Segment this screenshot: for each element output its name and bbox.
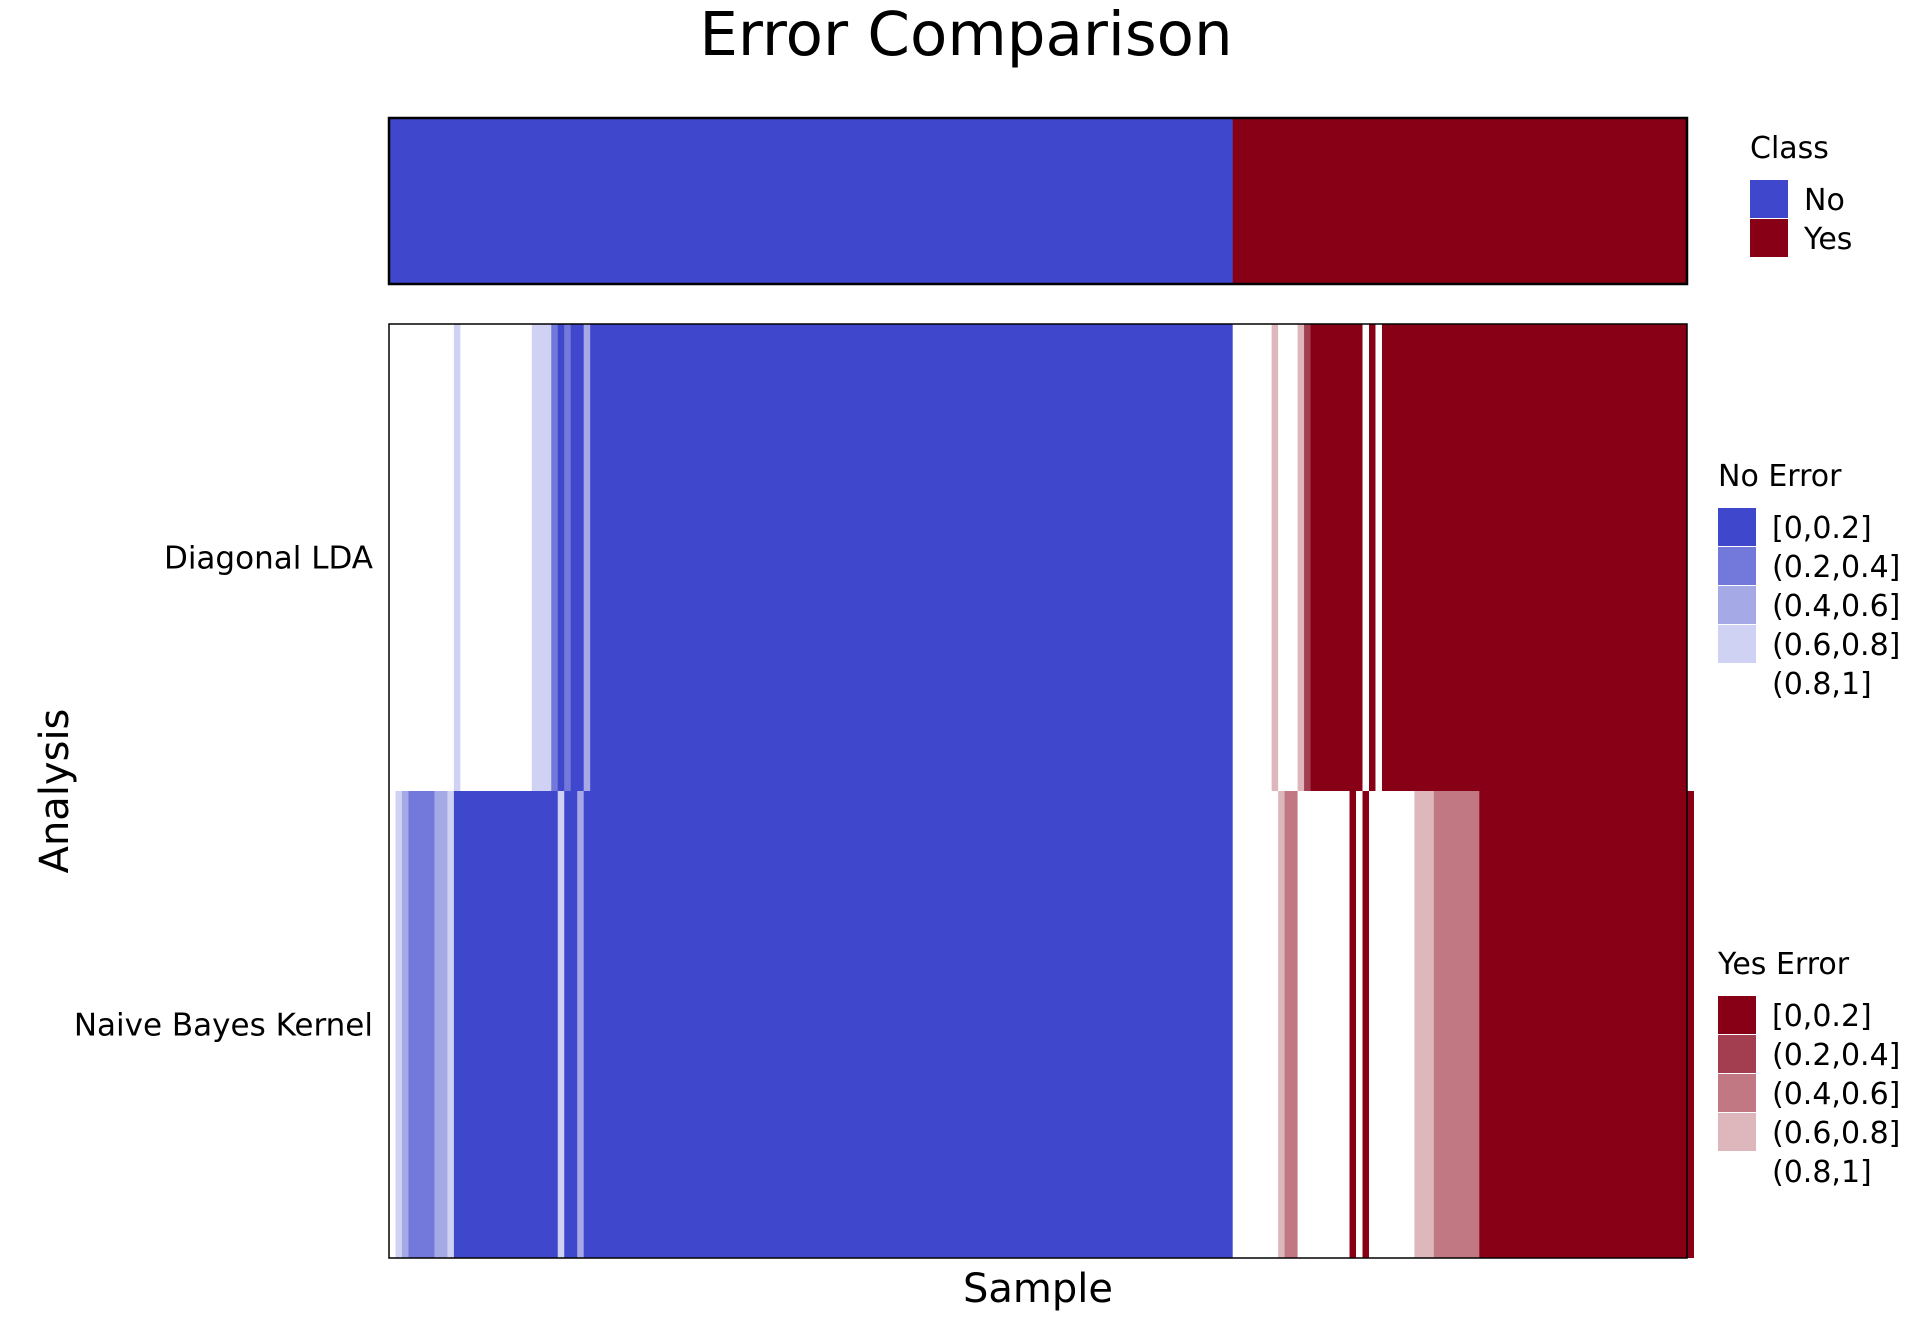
cell-naive-bayes-kernel-0 [389, 791, 396, 1258]
legend-swatch [1718, 1074, 1756, 1112]
legend-label: (0.6,0.8] [1772, 628, 1900, 663]
class-segment-no [389, 118, 1234, 284]
cell-naive-bayes-kernel-20 [1433, 791, 1480, 1258]
cell-naive-bayes-kernel-10 [583, 791, 1234, 1258]
cell-diagonal-lda-10 [1232, 324, 1273, 791]
legend-swatch [1718, 1113, 1756, 1151]
legend-label: [0,0.2] [1772, 511, 1872, 546]
cell-naive-bayes-kernel-9 [577, 791, 585, 1258]
legend-swatch [1718, 996, 1756, 1034]
cell-naive-bayes-kernel-7 [557, 791, 565, 1258]
cell-diagonal-lda-5 [557, 324, 565, 791]
legends: Class No Yes No Error [0,0.2] (0.2,0.4] (0.4,0… [1717, 131, 1900, 1190]
legend-swatch [1718, 586, 1756, 624]
cell-naive-bayes-kernel-1 [395, 791, 403, 1258]
legend-swatch [1750, 219, 1788, 257]
cell-naive-bayes-kernel-5 [447, 791, 455, 1258]
legend-swatch [1718, 1152, 1756, 1190]
legend-swatch [1718, 508, 1756, 546]
cell-diagonal-lda-1 [453, 324, 461, 791]
cell-naive-bayes-kernel-18 [1368, 791, 1415, 1258]
cell-diagonal-lda-17 [1368, 324, 1376, 791]
class-bar-frame [387, 116, 1689, 286]
legend-swatch [1750, 180, 1788, 218]
cell-naive-bayes-kernel-2 [401, 791, 409, 1258]
cell-naive-bayes-kernel-6 [453, 791, 559, 1258]
cell-diagonal-lda-11 [1271, 324, 1279, 791]
legend-label: (0.8,1] [1772, 667, 1872, 702]
cell-naive-bayes-kernel-13 [1284, 791, 1299, 1258]
legend-swatch [1718, 547, 1756, 585]
row-label-diagonal-lda: Diagonal LDA [164, 541, 373, 577]
cell-diagonal-lda-15 [1310, 324, 1363, 791]
heatmap-frame [388, 323, 1688, 1259]
cell-diagonal-lda-14 [1304, 324, 1312, 791]
cell-naive-bayes-kernel-3 [408, 791, 435, 1258]
legend-swatch [1718, 1035, 1756, 1073]
error-heatmap [389, 324, 1694, 1258]
class-segment-yes [1232, 118, 1688, 284]
cell-diagonal-lda-8 [583, 324, 591, 791]
cell-naive-bayes-kernel-17 [1362, 791, 1370, 1258]
cell-naive-bayes-kernel-14 [1297, 791, 1351, 1258]
cell-naive-bayes-kernel-15 [1349, 791, 1357, 1258]
legend-title: Yes Error [1717, 947, 1850, 982]
cell-diagonal-lda-18 [1375, 324, 1383, 791]
cell-diagonal-lda-19 [1381, 324, 1688, 791]
cell-diagonal-lda-13 [1297, 324, 1305, 791]
cell-naive-bayes-kernel-4 [434, 791, 448, 1258]
cell-naive-bayes-kernel-12 [1278, 791, 1286, 1258]
cell-naive-bayes-kernel-16 [1356, 791, 1363, 1258]
row-labels: Diagonal LDA Naive Bayes Kernel [74, 541, 373, 1044]
legend-label: (0.4,0.6] [1772, 589, 1900, 624]
legend-label: (0.8,1] [1772, 1155, 1872, 1190]
legend-label: (0.2,0.4] [1772, 1038, 1900, 1073]
legend-label: (0.6,0.8] [1772, 1116, 1900, 1151]
cell-diagonal-lda-12 [1278, 324, 1299, 791]
chart-title: Error Comparison [699, 0, 1232, 70]
legend-label: (0.2,0.4] [1772, 550, 1900, 585]
legend-swatch [1718, 625, 1756, 663]
legend-no-error: No Error [0,0.2] (0.2,0.4] (0.4,0.6] (0.6,0.… [1718, 459, 1900, 702]
cell-diagonal-lda-9 [590, 324, 1234, 791]
legend-swatch [1718, 664, 1756, 702]
cell-diagonal-lda-0 [389, 324, 455, 791]
cell-diagonal-lda-16 [1362, 324, 1370, 791]
cell-naive-bayes-kernel-21 [1479, 791, 1694, 1258]
cell-diagonal-lda-3 [531, 324, 552, 791]
cell-diagonal-lda-6 [564, 324, 572, 791]
cell-naive-bayes-kernel-11 [1232, 791, 1279, 1258]
row-label-naive-bayes-kernel: Naive Bayes Kernel [74, 1008, 373, 1044]
cell-diagonal-lda-7 [570, 324, 585, 791]
legend-title: Class [1750, 131, 1829, 166]
legend-label: Yes [1803, 222, 1852, 257]
cell-diagonal-lda-2 [460, 324, 533, 791]
cell-naive-bayes-kernel-8 [564, 791, 578, 1258]
legend-class: Class No Yes [1750, 131, 1852, 257]
legend-title: No Error [1718, 459, 1842, 494]
legend-yes-error: Yes Error [0,0.2] (0.2,0.4] (0.4,0.6] (0.6,0… [1717, 947, 1900, 1190]
y-axis-title: Analysis [32, 709, 78, 874]
cell-diagonal-lda-4 [551, 324, 559, 791]
legend-label: No [1804, 183, 1845, 218]
legend-label: (0.4,0.6] [1772, 1077, 1900, 1112]
legend-label: [0,0.2] [1772, 999, 1872, 1034]
class-bar [389, 118, 1688, 284]
cell-naive-bayes-kernel-19 [1414, 791, 1435, 1258]
x-axis-title: Sample [963, 1266, 1113, 1312]
